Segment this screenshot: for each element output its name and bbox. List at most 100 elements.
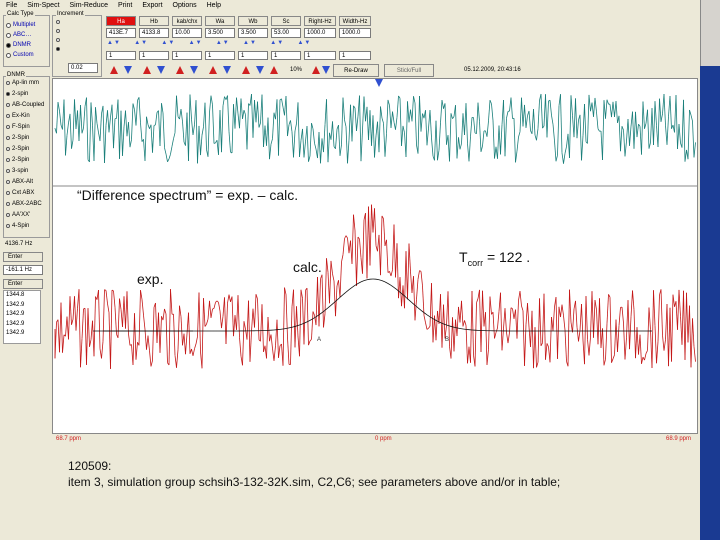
decrease-arrow-icon[interactable]: [190, 66, 198, 74]
difference-trace-segment: [303, 141, 306, 158]
hz-value-input[interactable]: -161.1 Hz: [3, 265, 43, 275]
dnmr-item[interactable]: 2-Spin: [6, 146, 29, 152]
value-list-item[interactable]: 1342.9: [6, 320, 25, 327]
experimental-trace-segment: [453, 319, 456, 352]
param-step-wa[interactable]: 1: [205, 51, 235, 60]
difference-trace-segment: [159, 103, 162, 147]
experimental-trace-segment: [482, 290, 485, 327]
difference-trace-segment: [123, 110, 126, 127]
radio-custom[interactable]: Custom: [6, 52, 34, 58]
difference-trace-segment: [633, 111, 636, 149]
value-list-item[interactable]: 1342.9: [6, 301, 25, 308]
increase-arrow-icon[interactable]: [242, 66, 250, 74]
dnmr-item[interactable]: ABX-2ABC: [6, 201, 42, 207]
param-header-wb: Wb: [238, 16, 268, 26]
difference-trace-segment: [476, 102, 479, 134]
experimental-trace-segment: [159, 316, 162, 353]
param-step-sc[interactable]: 1: [271, 51, 301, 60]
param-value-right-hz[interactable]: 1000.0: [304, 28, 336, 38]
difference-trace-segment: [167, 158, 170, 162]
dnmr-item[interactable]: Cxt ABX: [6, 190, 34, 196]
menu-print[interactable]: Print: [117, 2, 133, 9]
dnmr-item[interactable]: 2-spin: [6, 91, 28, 97]
param-value-hb[interactable]: 4133.8: [139, 28, 169, 38]
increase-arrow-icon[interactable]: [312, 66, 320, 74]
radio-dnmr[interactable]: DNMR: [6, 42, 31, 48]
calc-curve-segment: [318, 312, 323, 316]
decrease-arrow-icon[interactable]: [223, 66, 231, 74]
menu-export[interactable]: Export: [142, 2, 163, 9]
difference-trace-segment: [470, 117, 473, 137]
increase-arrow-icon[interactable]: [270, 66, 278, 74]
dnmr-item[interactable]: 4-Spin: [6, 223, 29, 229]
param-value-sc[interactable]: 53.00: [271, 28, 301, 38]
experimental-trace-segment: [249, 331, 252, 362]
decrease-arrow-icon[interactable]: [322, 66, 330, 74]
experimental-trace-segment: [372, 208, 375, 233]
enter-button-2[interactable]: Enter: [3, 279, 43, 289]
dnmr-item[interactable]: 3-spin: [6, 168, 28, 174]
dnmr-item[interactable]: 2-Spin: [6, 135, 29, 141]
experimental-trace-segment: [255, 294, 258, 299]
increment-option[interactable]: [56, 47, 62, 51]
menu-options[interactable]: Options: [172, 2, 197, 9]
difference-trace-segment: [135, 100, 138, 126]
calc-curve-segment: [405, 297, 410, 301]
increment-option[interactable]: [56, 20, 62, 24]
param-step-right-hz[interactable]: 1: [304, 51, 336, 60]
difference-trace-segment: [435, 120, 438, 161]
menu-sim-reduce[interactable]: Sim-Reduce: [69, 2, 108, 9]
experimental-trace-segment: [393, 224, 396, 278]
dnmr-item[interactable]: Ex-Kin: [6, 113, 30, 119]
increment-option[interactable]: [56, 38, 62, 42]
spectrum-plot[interactable]: “Difference spectrum” = exp. – calc. exp…: [52, 78, 698, 434]
stick-full-button[interactable]: Stick/Full: [384, 64, 434, 77]
increase-arrow-icon[interactable]: [143, 66, 151, 74]
difference-trace-segment: [162, 112, 165, 148]
dnmr-item[interactable]: AA'XX': [6, 212, 30, 218]
dnmr-item[interactable]: ABX-Alt: [6, 179, 33, 185]
param-value-ha[interactable]: 413E.7: [106, 28, 136, 38]
menu-help[interactable]: Help: [206, 2, 221, 9]
param-value-width-hz[interactable]: 1000.0: [339, 28, 371, 38]
redraw-button[interactable]: Re-Draw: [333, 64, 379, 77]
increment-option[interactable]: [56, 29, 62, 33]
radio-abc[interactable]: ABC…: [6, 32, 31, 38]
difference-trace-segment: [417, 96, 420, 154]
decrease-arrow-icon[interactable]: [124, 66, 132, 74]
menu-file[interactable]: File: [6, 2, 18, 9]
param-step-width-hz[interactable]: 1: [339, 51, 371, 60]
decrease-arrow-icon[interactable]: [157, 66, 165, 74]
param-step-ha[interactable]: 1: [106, 51, 136, 60]
param-value-wa[interactable]: 3.500: [205, 28, 235, 38]
enter-button-1[interactable]: Enter: [3, 252, 43, 262]
radio-dot-icon: [56, 20, 60, 24]
param-value-kab[interactable]: 10.00: [172, 28, 202, 38]
increase-arrow-icon[interactable]: [110, 66, 118, 74]
experimental-trace-segment: [380, 215, 383, 276]
dnmr-item[interactable]: 2-Spin: [6, 157, 29, 163]
dnmr-item[interactable]: AB-Coupled: [6, 102, 44, 108]
increase-arrow-icon[interactable]: [209, 66, 217, 74]
radio-multiplet[interactable]: Multiplet: [6, 22, 35, 28]
difference-trace-segment: [477, 102, 480, 122]
menu-sim-spect[interactable]: Sim-Spect: [27, 2, 60, 9]
value-list-item[interactable]: 1342.9: [6, 330, 25, 336]
difference-trace-segment: [264, 125, 267, 146]
param-step-wb[interactable]: 1: [238, 51, 268, 60]
increment-input[interactable]: 0.02: [68, 63, 98, 73]
dnmr-item[interactable]: F-Spin: [6, 124, 30, 130]
param-step-kab[interactable]: 1: [172, 51, 202, 60]
value-list-item[interactable]: 1342.9: [6, 311, 25, 317]
param-spinner-row[interactable]: ▲▼ ▲▼ ▲▼ ▲▼ ▲▼ ▲▼ ▲▼ ▲▼: [107, 40, 312, 46]
param-value-wb[interactable]: 3.500: [238, 28, 268, 38]
param-step-hb[interactable]: 1: [139, 51, 169, 60]
value-list-item[interactable]: 1344.8: [6, 292, 25, 298]
difference-trace-segment: [185, 112, 188, 146]
dnmr-item[interactable]: Ap-lin mm: [6, 80, 39, 86]
experimental-trace-segment: [507, 332, 510, 344]
increase-arrow-icon[interactable]: [176, 66, 184, 74]
decrease-arrow-icon[interactable]: [256, 66, 264, 74]
radio-dot-selected-icon: [6, 92, 10, 96]
zoom-percent[interactable]: 10%: [285, 65, 307, 77]
